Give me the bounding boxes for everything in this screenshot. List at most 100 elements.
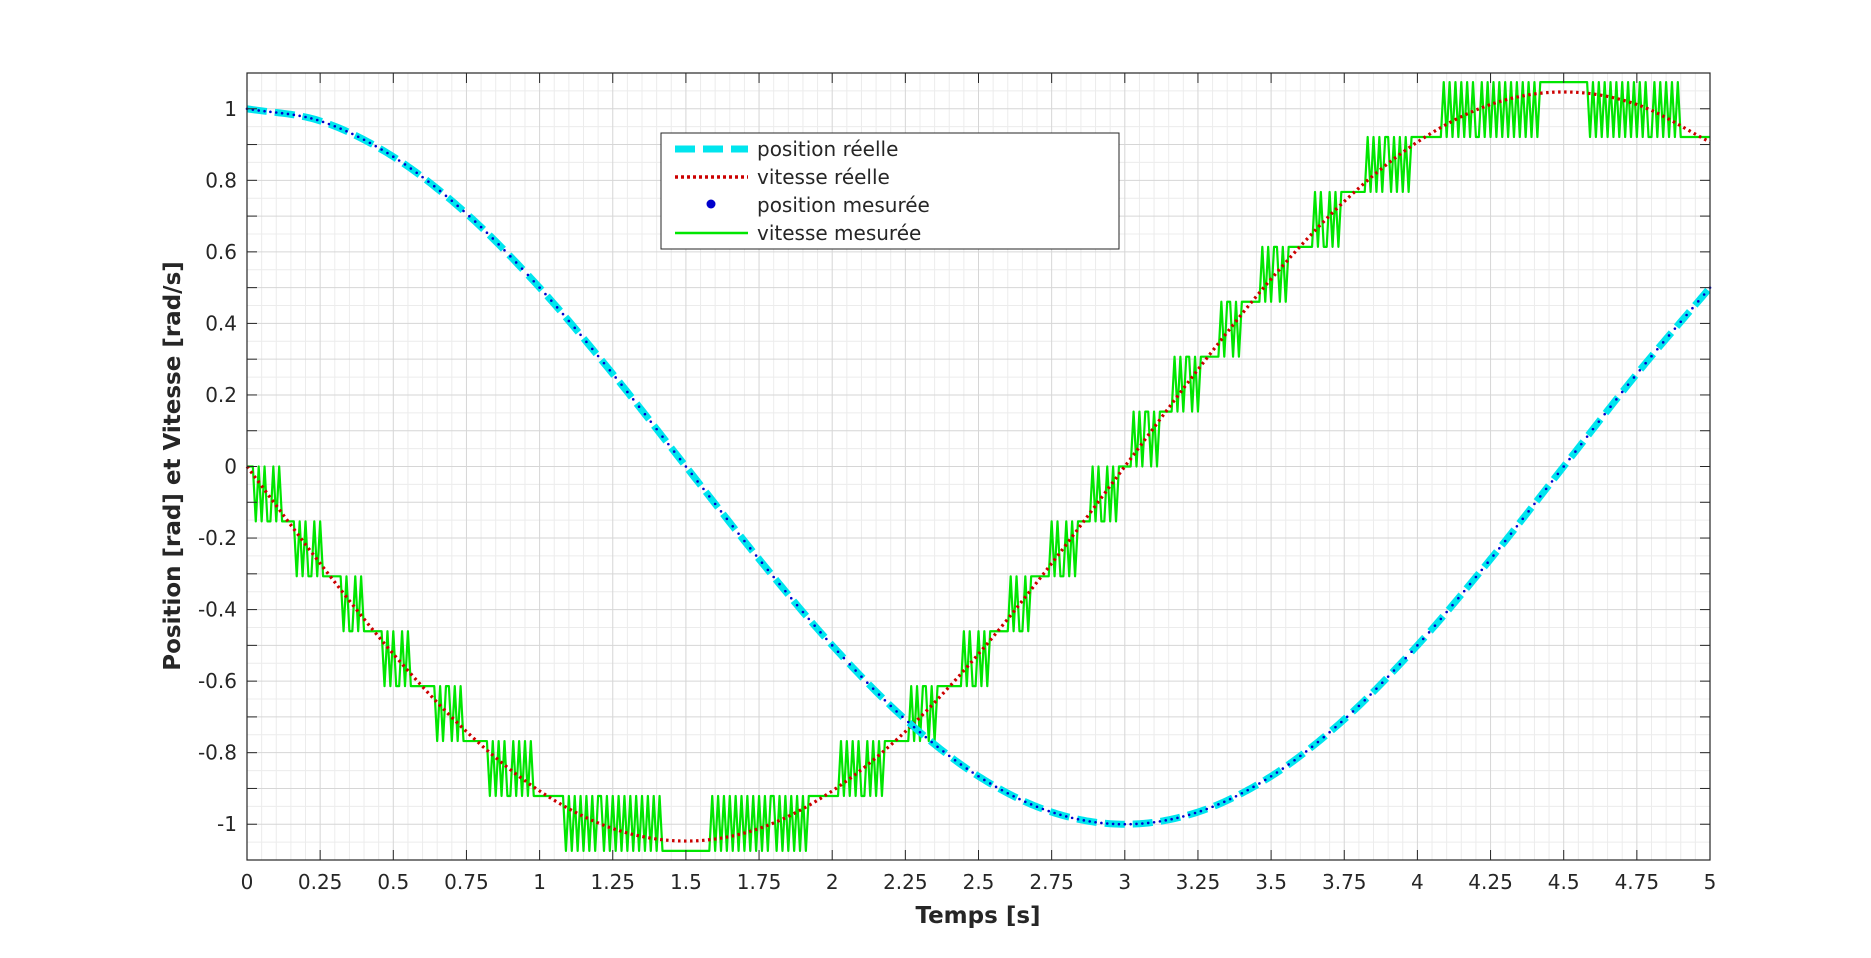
legend-label-vitesse-reelle: vitesse réelle — [757, 165, 890, 189]
position-mesuree-point — [292, 113, 296, 117]
position-mesuree-point — [1158, 820, 1162, 823]
position-mesuree-point — [1433, 624, 1437, 627]
legend-entry-position-reelle: position réelle — [675, 137, 898, 161]
position-mesuree-point — [1585, 435, 1589, 438]
legend-entry-vitesse-reelle: vitesse réelle — [675, 165, 890, 189]
position-mesuree-point — [1299, 754, 1302, 758]
position-mesuree-point — [760, 561, 764, 565]
position-mesuree-point — [1685, 313, 1688, 317]
position-mesuree-point — [567, 319, 571, 323]
position-mesuree-point — [1024, 800, 1027, 804]
position-mesuree-point — [637, 405, 641, 409]
position-mesuree-point — [631, 398, 635, 401]
position-mesuree-point — [327, 122, 331, 126]
x-tick-label: 4.25 — [1468, 870, 1513, 894]
position-mesuree-point — [655, 427, 658, 431]
position-mesuree-point — [725, 517, 729, 521]
legend-label-position-mesuree: position mesurée — [757, 193, 930, 217]
position-mesuree-point — [1521, 517, 1525, 521]
position-mesuree-point — [778, 582, 781, 586]
y-tick-label: -0.8 — [198, 741, 237, 765]
position-mesuree-point — [321, 120, 325, 124]
position-mesuree-point — [965, 767, 969, 770]
position-mesuree-point — [895, 710, 898, 713]
y-tick-label: -0.6 — [198, 669, 237, 693]
position-mesuree-point — [1135, 822, 1138, 826]
position-mesuree-point — [409, 167, 413, 170]
position-mesuree-point — [1591, 427, 1595, 431]
position-mesuree-point — [356, 135, 360, 139]
position-mesuree-point — [784, 589, 787, 593]
position-mesuree-point — [1094, 820, 1097, 824]
position-mesuree-point — [1527, 510, 1530, 513]
position-mesuree-point — [1117, 822, 1121, 826]
position-mesuree-point — [550, 299, 553, 302]
position-mesuree-point — [819, 631, 822, 634]
series-vitesse-mesuree — [247, 81, 1710, 852]
x-tick-label: 2.5 — [963, 870, 995, 894]
position-mesuree-point — [672, 450, 676, 453]
position-mesuree-point — [392, 155, 395, 159]
position-mesuree-point — [514, 261, 518, 264]
position-mesuree-point — [1269, 774, 1273, 778]
x-axis-title: Temps [s] — [915, 903, 1040, 929]
position-mesuree-point — [1199, 809, 1203, 813]
position-mesuree-point — [1603, 412, 1606, 416]
y-axis-title: Position [rad] et Vitesse [rad/s] — [160, 261, 186, 671]
position-mesuree-point — [830, 644, 834, 647]
position-mesuree-point — [889, 704, 893, 708]
position-mesuree-point — [1345, 715, 1349, 719]
position-mesuree-point — [286, 112, 290, 116]
position-mesuree-point — [866, 681, 869, 685]
position-mesuree-point — [836, 650, 840, 654]
position-mesuree-point — [860, 675, 863, 678]
position-mesuree-point — [1018, 797, 1021, 801]
position-mesuree-point — [1615, 398, 1618, 401]
position-mesuree-point — [1416, 644, 1419, 647]
position-mesuree-point — [368, 141, 372, 145]
x-tick-label: 2.75 — [1029, 870, 1074, 894]
position-mesuree-point — [1041, 807, 1045, 811]
position-mesuree-point — [1644, 361, 1647, 365]
position-mesuree-point — [1129, 822, 1132, 826]
series-layer — [245, 81, 1713, 852]
x-tick-labels: 0 0.25 0.5 0.75 1 1.25 1.5 1.75 2 2.25 2.5 2.75 3 3.2… — [241, 870, 1717, 894]
position-mesuree-point — [848, 663, 852, 666]
y-tick-label: 0.4 — [205, 311, 237, 335]
position-mesuree-point — [520, 267, 524, 270]
position-mesuree-point — [825, 637, 828, 641]
position-mesuree-point — [1492, 554, 1495, 557]
position-mesuree-point — [953, 758, 957, 762]
position-mesuree-point — [1650, 354, 1653, 358]
position-mesuree-point — [1064, 815, 1068, 818]
position-mesuree-point — [333, 124, 337, 128]
position-mesuree-point — [918, 730, 922, 734]
position-mesuree-point — [1006, 791, 1010, 795]
position-mesuree-point — [421, 175, 424, 179]
position-mesuree-point — [1070, 816, 1074, 820]
position-mesuree-point — [614, 376, 617, 379]
position-mesuree-point — [743, 539, 746, 543]
position-mesuree-point — [1486, 561, 1489, 565]
x-tick-label: 3.25 — [1176, 870, 1221, 894]
x-tick-label: 0.5 — [377, 870, 409, 894]
position-mesuree-point — [1146, 821, 1150, 825]
series-vitesse-reelle — [245, 90, 1711, 843]
position-mesuree-point — [1246, 788, 1249, 792]
position-mesuree-point — [947, 754, 951, 758]
position-mesuree-point — [573, 326, 577, 330]
position-mesuree-point — [731, 524, 735, 528]
position-mesuree-point — [801, 610, 805, 614]
position-mesuree-point — [871, 687, 875, 690]
position-mesuree-point — [1679, 320, 1683, 324]
x-tick-label: 2.25 — [883, 870, 928, 894]
position-mesuree-point — [544, 292, 547, 296]
position-mesuree-point — [1386, 675, 1390, 678]
position-mesuree-point — [1574, 450, 1577, 453]
position-mesuree-point — [772, 575, 775, 579]
position-mesuree-point — [1263, 778, 1267, 782]
position-mesuree-point — [1468, 582, 1472, 586]
position-mesuree-point — [1252, 785, 1255, 789]
x-tick-label: 1.75 — [737, 870, 782, 894]
position-mesuree-point — [1059, 813, 1062, 817]
